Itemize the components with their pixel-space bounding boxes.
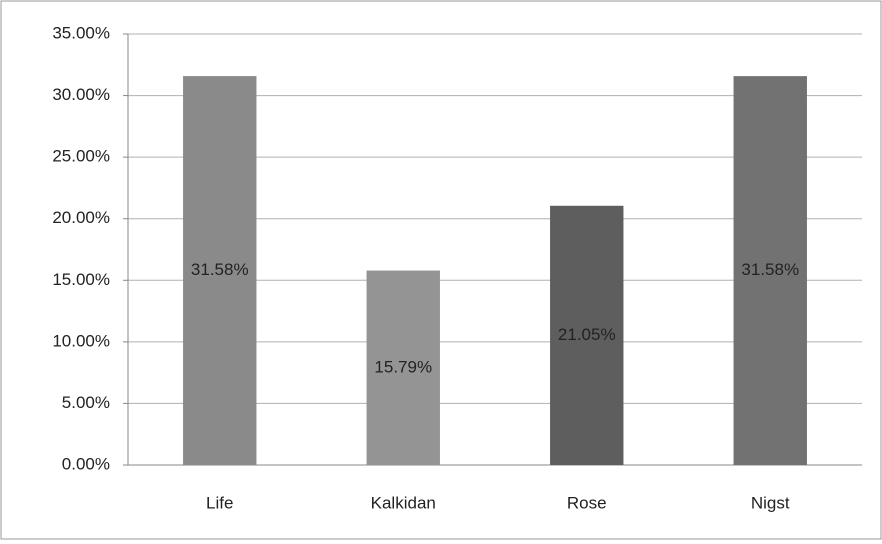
y-tick-label: 10.00% — [52, 331, 110, 350]
x-tick-label: Kalkidan — [371, 493, 436, 512]
bar — [733, 76, 807, 465]
data-label: 31.58% — [191, 260, 249, 279]
y-tick-label: 25.00% — [52, 147, 110, 166]
data-label: 21.05% — [558, 325, 616, 344]
y-tick-label: 30.00% — [52, 85, 110, 104]
y-tick-label: 0.00% — [62, 454, 110, 473]
x-tick-label: Life — [206, 493, 233, 512]
data-label: 31.58% — [741, 260, 799, 279]
y-tick-label: 35.00% — [52, 23, 110, 42]
bar — [366, 270, 440, 465]
data-label: 15.79% — [374, 357, 432, 376]
y-tick-label: 15.00% — [52, 270, 110, 289]
x-tick-label: Rose — [567, 493, 607, 512]
bar — [550, 205, 624, 465]
y-tick-label: 5.00% — [62, 393, 110, 412]
bar — [183, 76, 257, 465]
x-tick-label: Nigst — [751, 493, 790, 512]
y-tick-label: 20.00% — [52, 208, 110, 227]
